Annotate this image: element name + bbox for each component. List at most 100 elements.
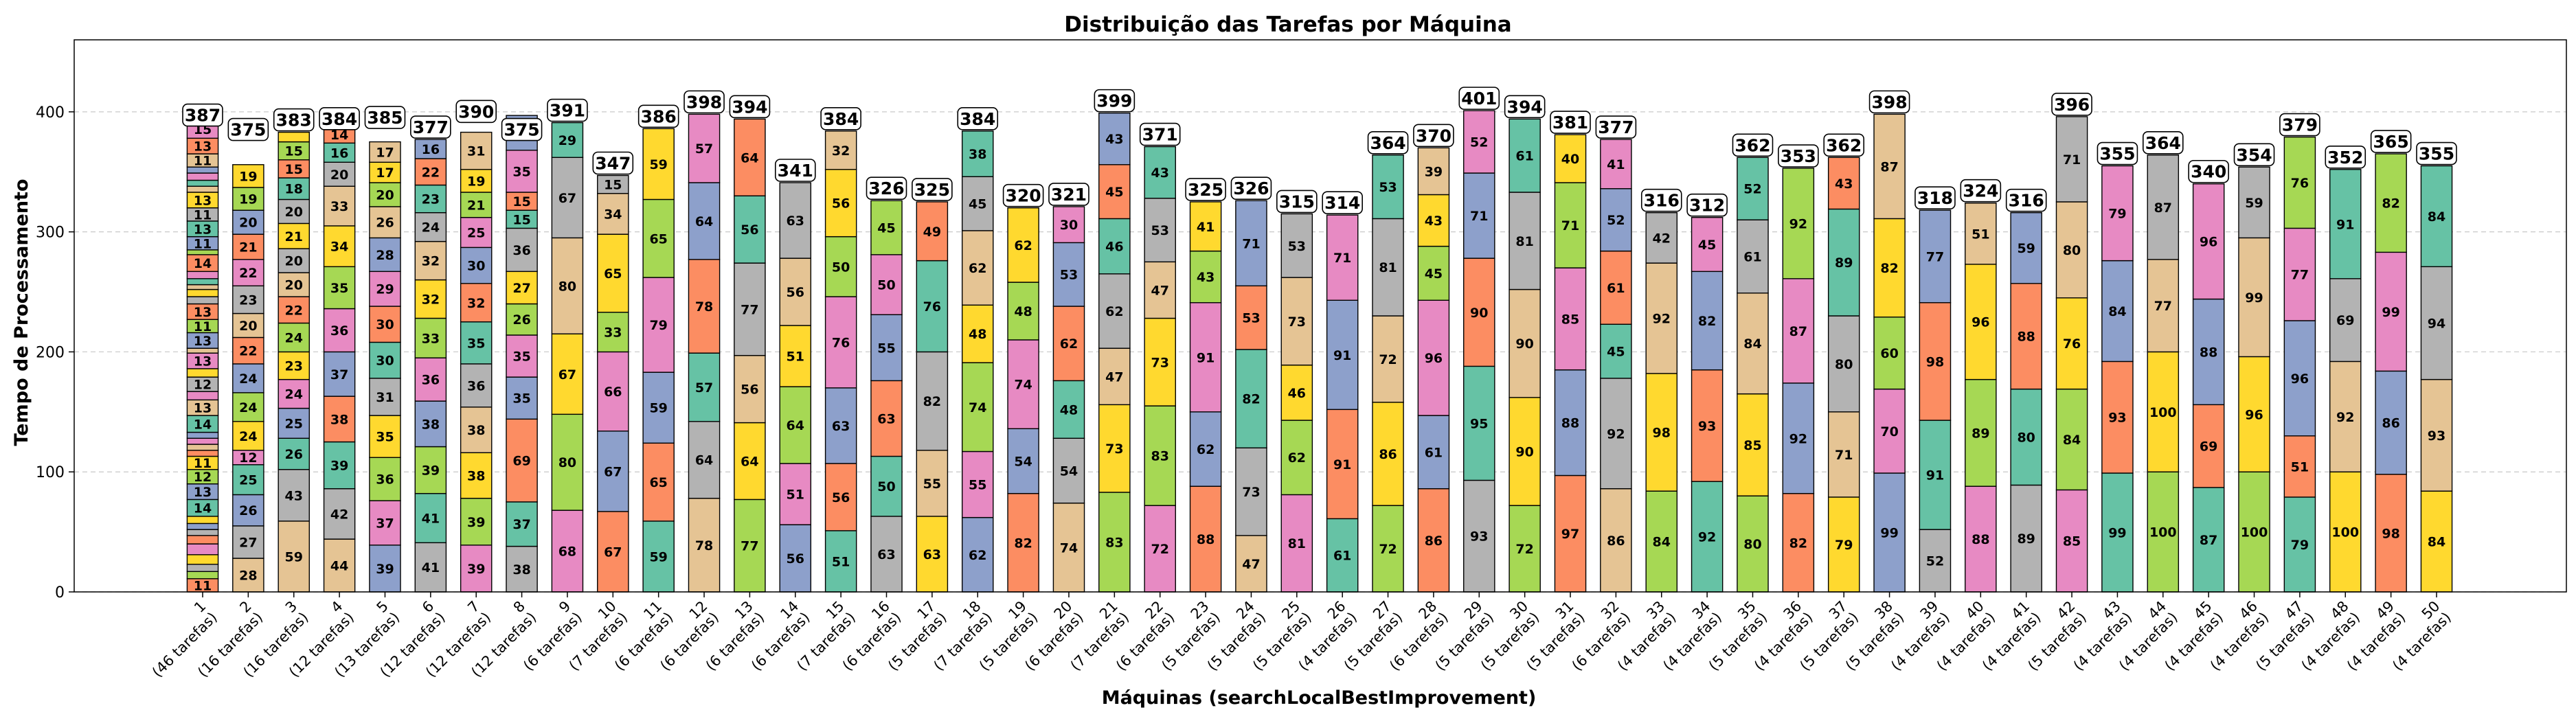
total-label-text: 325: [1188, 180, 1223, 200]
total-label-28: 370: [1413, 124, 1454, 148]
total-label-box: [912, 178, 953, 201]
segment-label: 38: [467, 468, 485, 483]
bar-segment: [779, 325, 812, 387]
segment-label: 87: [2154, 201, 2172, 216]
bar-segment: [1463, 110, 1495, 174]
segment-label: 13: [194, 334, 212, 349]
total-label-text: 398: [686, 92, 722, 112]
bar-segment: [1144, 505, 1176, 593]
segment-label: 41: [1197, 220, 1214, 235]
total-label-text: 324: [1963, 181, 1998, 201]
total-label-3: 383: [273, 108, 315, 132]
segment-label: 45: [1607, 345, 1625, 360]
total-label-text: 314: [1324, 193, 1360, 213]
bar-segment: [2192, 298, 2225, 406]
total-label-box: [1823, 133, 1865, 157]
segment-label: 73: [1105, 442, 1123, 457]
segment-label: 14: [194, 417, 212, 432]
total-label-box: [1094, 89, 1136, 113]
bar-31: 97 88 85 71 40: [1554, 134, 1587, 593]
segment-label: 88: [1561, 416, 1579, 431]
bar-segment: [1417, 488, 1450, 593]
segment-label: 12: [194, 470, 212, 485]
bar-segment: [1007, 282, 1039, 341]
segment-label: 57: [695, 141, 713, 157]
bar-segment: [1463, 258, 1495, 367]
x-axis-label: Máquinas (searchLocalBestImprovement): [1102, 687, 1537, 709]
bar-33: 84 98 92 42: [1645, 211, 1678, 593]
total-label-text: 387: [185, 106, 221, 126]
bar-segment: [460, 407, 493, 453]
segment-label: 15: [285, 144, 303, 159]
bar-segment: [1782, 382, 1815, 494]
total-label-18: 384: [957, 107, 999, 130]
total-label-46: 354: [2233, 143, 2275, 167]
bar-segment: [1827, 315, 1860, 413]
segment-label: 13: [194, 401, 212, 416]
bar-segment: [1235, 447, 1267, 536]
bar-segment: [2329, 169, 2362, 279]
bar-segment: [1098, 218, 1131, 275]
segment-label: 72: [1151, 542, 1168, 557]
bar-segment: [1509, 118, 1541, 193]
segment-label: 62: [1060, 336, 1078, 352]
bar-segment: [1827, 208, 1860, 317]
total-label-box: [2233, 143, 2275, 167]
total-label-38: 398: [1868, 90, 1910, 114]
segment-label: 59: [649, 401, 667, 416]
segment-label: 25: [239, 473, 257, 488]
bar-segment: [688, 497, 721, 593]
segment-label: 86: [1607, 534, 1625, 549]
total-label-49: 365: [2370, 130, 2412, 153]
segment-label: 41: [1607, 157, 1625, 172]
segment-label: 12: [194, 378, 212, 393]
segment-label: 56: [787, 551, 804, 566]
segment-label: 11: [194, 456, 212, 471]
segment-label: 77: [2154, 299, 2172, 314]
segment-label: 65: [649, 231, 667, 247]
bar-segment: [278, 222, 310, 249]
bar-39: 52 91 98 77: [1919, 209, 1952, 593]
total-label-box: [2279, 113, 2320, 137]
bar-24: 47 73 82 53 71: [1235, 200, 1267, 593]
segment-label: 23: [422, 192, 440, 207]
segment-label: 55: [923, 477, 941, 492]
bar-segment: [1189, 411, 1222, 487]
segment-label: 64: [741, 150, 758, 165]
segment-label: 15: [604, 178, 622, 193]
bar-segment: [2101, 260, 2134, 363]
bar-segment: [414, 139, 447, 159]
bar-segment: [597, 431, 629, 512]
bar-40: 88 89 96 51: [1965, 203, 1997, 593]
bar-segment: [1052, 306, 1085, 382]
segment-label: 44: [330, 559, 348, 574]
segment-label: 48: [1014, 304, 1032, 319]
segment-label: 45: [1105, 185, 1123, 200]
segment-label: 24: [285, 387, 303, 402]
total-label-text: 347: [595, 154, 631, 174]
segment-label: 95: [1470, 416, 1488, 431]
total-label-box: [273, 108, 315, 132]
segment-label: 100: [2149, 405, 2177, 420]
segment-label: 61: [1515, 149, 1533, 164]
total-label-text: 381: [1552, 113, 1588, 133]
segment-label: 71: [1835, 448, 1853, 463]
segment-label: 45: [1698, 238, 1716, 253]
segment-label: 32: [422, 254, 440, 269]
segment-label: 62: [1014, 238, 1032, 253]
total-label-42: 396: [2051, 93, 2092, 116]
total-label-text: 391: [550, 101, 585, 121]
segment-label: 71: [1470, 209, 1488, 224]
segment-label: 77: [2291, 268, 2309, 283]
bar-segment: [2375, 153, 2407, 253]
bar-segment: [642, 442, 675, 522]
segment-label: 24: [239, 429, 257, 444]
total-label-box: [182, 103, 223, 127]
total-label-text: 365: [2373, 132, 2409, 152]
segment-label: 32: [832, 144, 850, 159]
bar-segment: [916, 201, 949, 262]
total-label-box: [2416, 141, 2457, 165]
segment-label: 80: [2017, 431, 2035, 446]
bar-23: 88 62 91 43 41: [1189, 201, 1222, 593]
segment-label: 37: [376, 516, 394, 531]
